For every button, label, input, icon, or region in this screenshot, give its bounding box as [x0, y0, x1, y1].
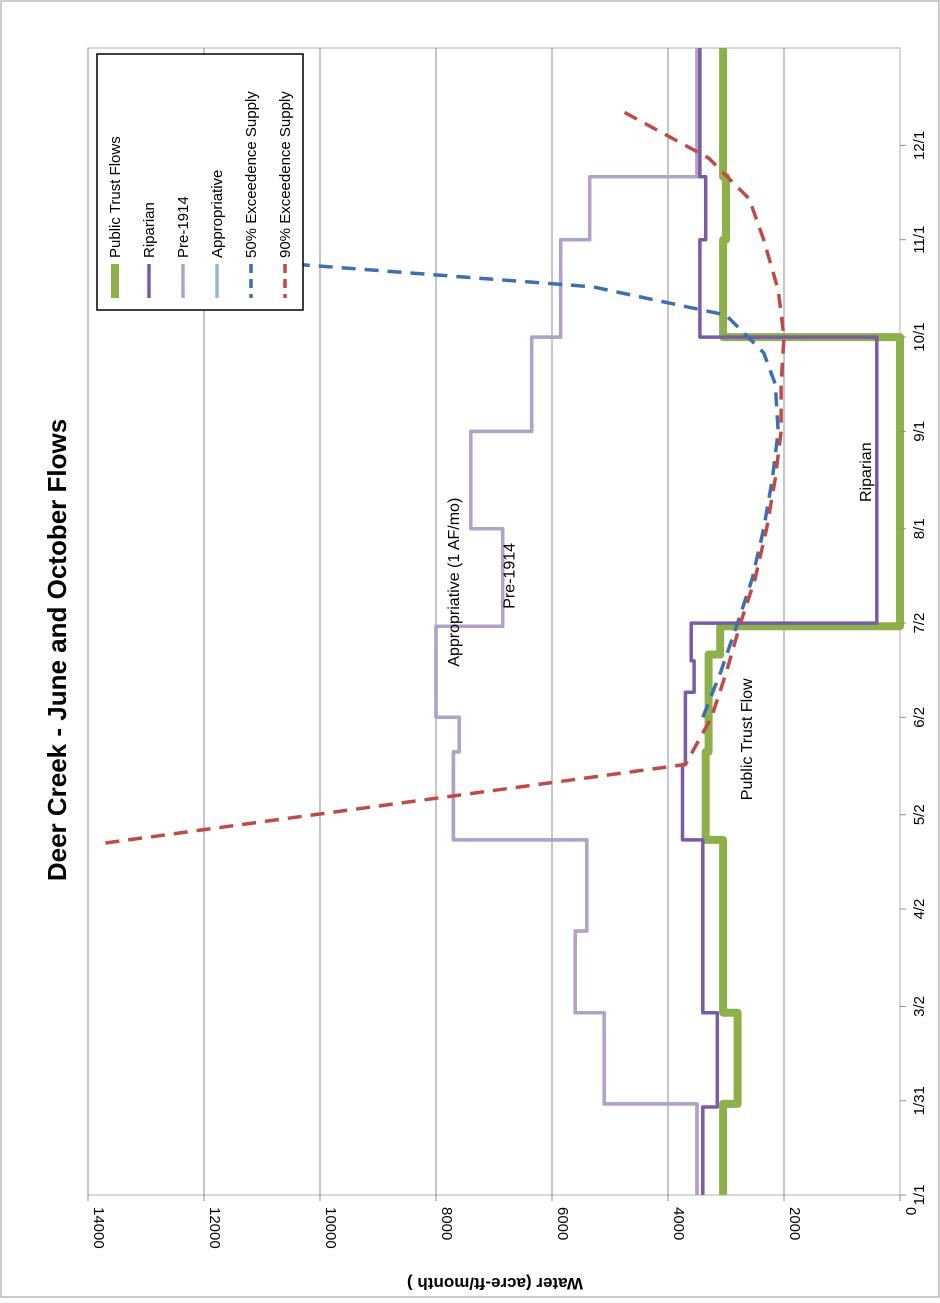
x-tick-label: 7/2 — [911, 613, 928, 634]
legend-label: 90% Exceedence Supply — [277, 91, 294, 258]
chart-title: Deer Creek - June and October Flows — [42, 419, 72, 881]
x-tick-label: 5/2 — [911, 804, 928, 825]
x-axis: 1/1 1/31 3/2 4/2 5/2 6/2 7/2 8/1 9/1 10/1 11/1 12/1 — [900, 131, 928, 1206]
y-tick-label: 10000 — [322, 1207, 339, 1249]
annotations: Appropriative (1 AF/mo) Pre-1914 Public Tr… — [446, 442, 875, 800]
y-axis: 0 2000 4000 6000 8000 10000 12000 14000 — [87, 1195, 919, 1249]
x-tick-label: 4/2 — [911, 899, 928, 920]
annotation-label: Public Trust Flow — [739, 678, 756, 800]
annotation-label: Appropriative (1 AF/mo) — [446, 498, 463, 667]
y-tick-label: 8000 — [438, 1207, 455, 1240]
y-tick-label: 4000 — [670, 1207, 687, 1240]
series-line-90-exceedence-supply — [105, 109, 786, 845]
legend-label: 50% Exceedence Supply — [243, 91, 260, 258]
legend-box — [96, 53, 304, 311]
y-tick-label: 6000 — [554, 1207, 571, 1240]
legend-label: Public Trust Flows — [107, 136, 124, 258]
x-tick-label: 1/1 — [911, 1185, 928, 1206]
annotation-label: Pre-1914 — [501, 543, 518, 609]
y-tick-label: 12000 — [206, 1207, 223, 1249]
x-tick-label: 8/1 — [911, 518, 928, 539]
x-tick-label: 1/31 — [911, 1086, 928, 1115]
y-tick-label: 14000 — [90, 1207, 107, 1249]
legend-label: Appropriative — [209, 170, 226, 258]
legend-label: Riparian — [141, 202, 158, 258]
x-tick-label: 12/1 — [911, 131, 928, 160]
series-line-public-trust-flows — [701, 48, 904, 1195]
x-tick-label: 10/1 — [911, 323, 928, 352]
y-axis-label: Water (acre-ft/month ) — [407, 1274, 583, 1293]
x-tick-label: 11/1 — [911, 226, 928, 254]
series-line-pre-1914 — [434, 48, 699, 1195]
series-group — [105, 48, 904, 1195]
legend: Public Trust Flows Riparian Pre-1914 Approp… — [96, 53, 304, 311]
x-tick-label: 6/2 — [911, 707, 928, 728]
series-line-riparian — [680, 48, 879, 1195]
legend-label: Pre-1914 — [175, 196, 192, 258]
x-tick-label: 9/1 — [911, 421, 928, 442]
x-tick-label: 3/2 — [911, 996, 928, 1017]
y-tick-label: 2000 — [786, 1207, 803, 1240]
y-tick-label: 0 — [902, 1207, 919, 1215]
annotation-label: Riparian — [858, 442, 875, 502]
